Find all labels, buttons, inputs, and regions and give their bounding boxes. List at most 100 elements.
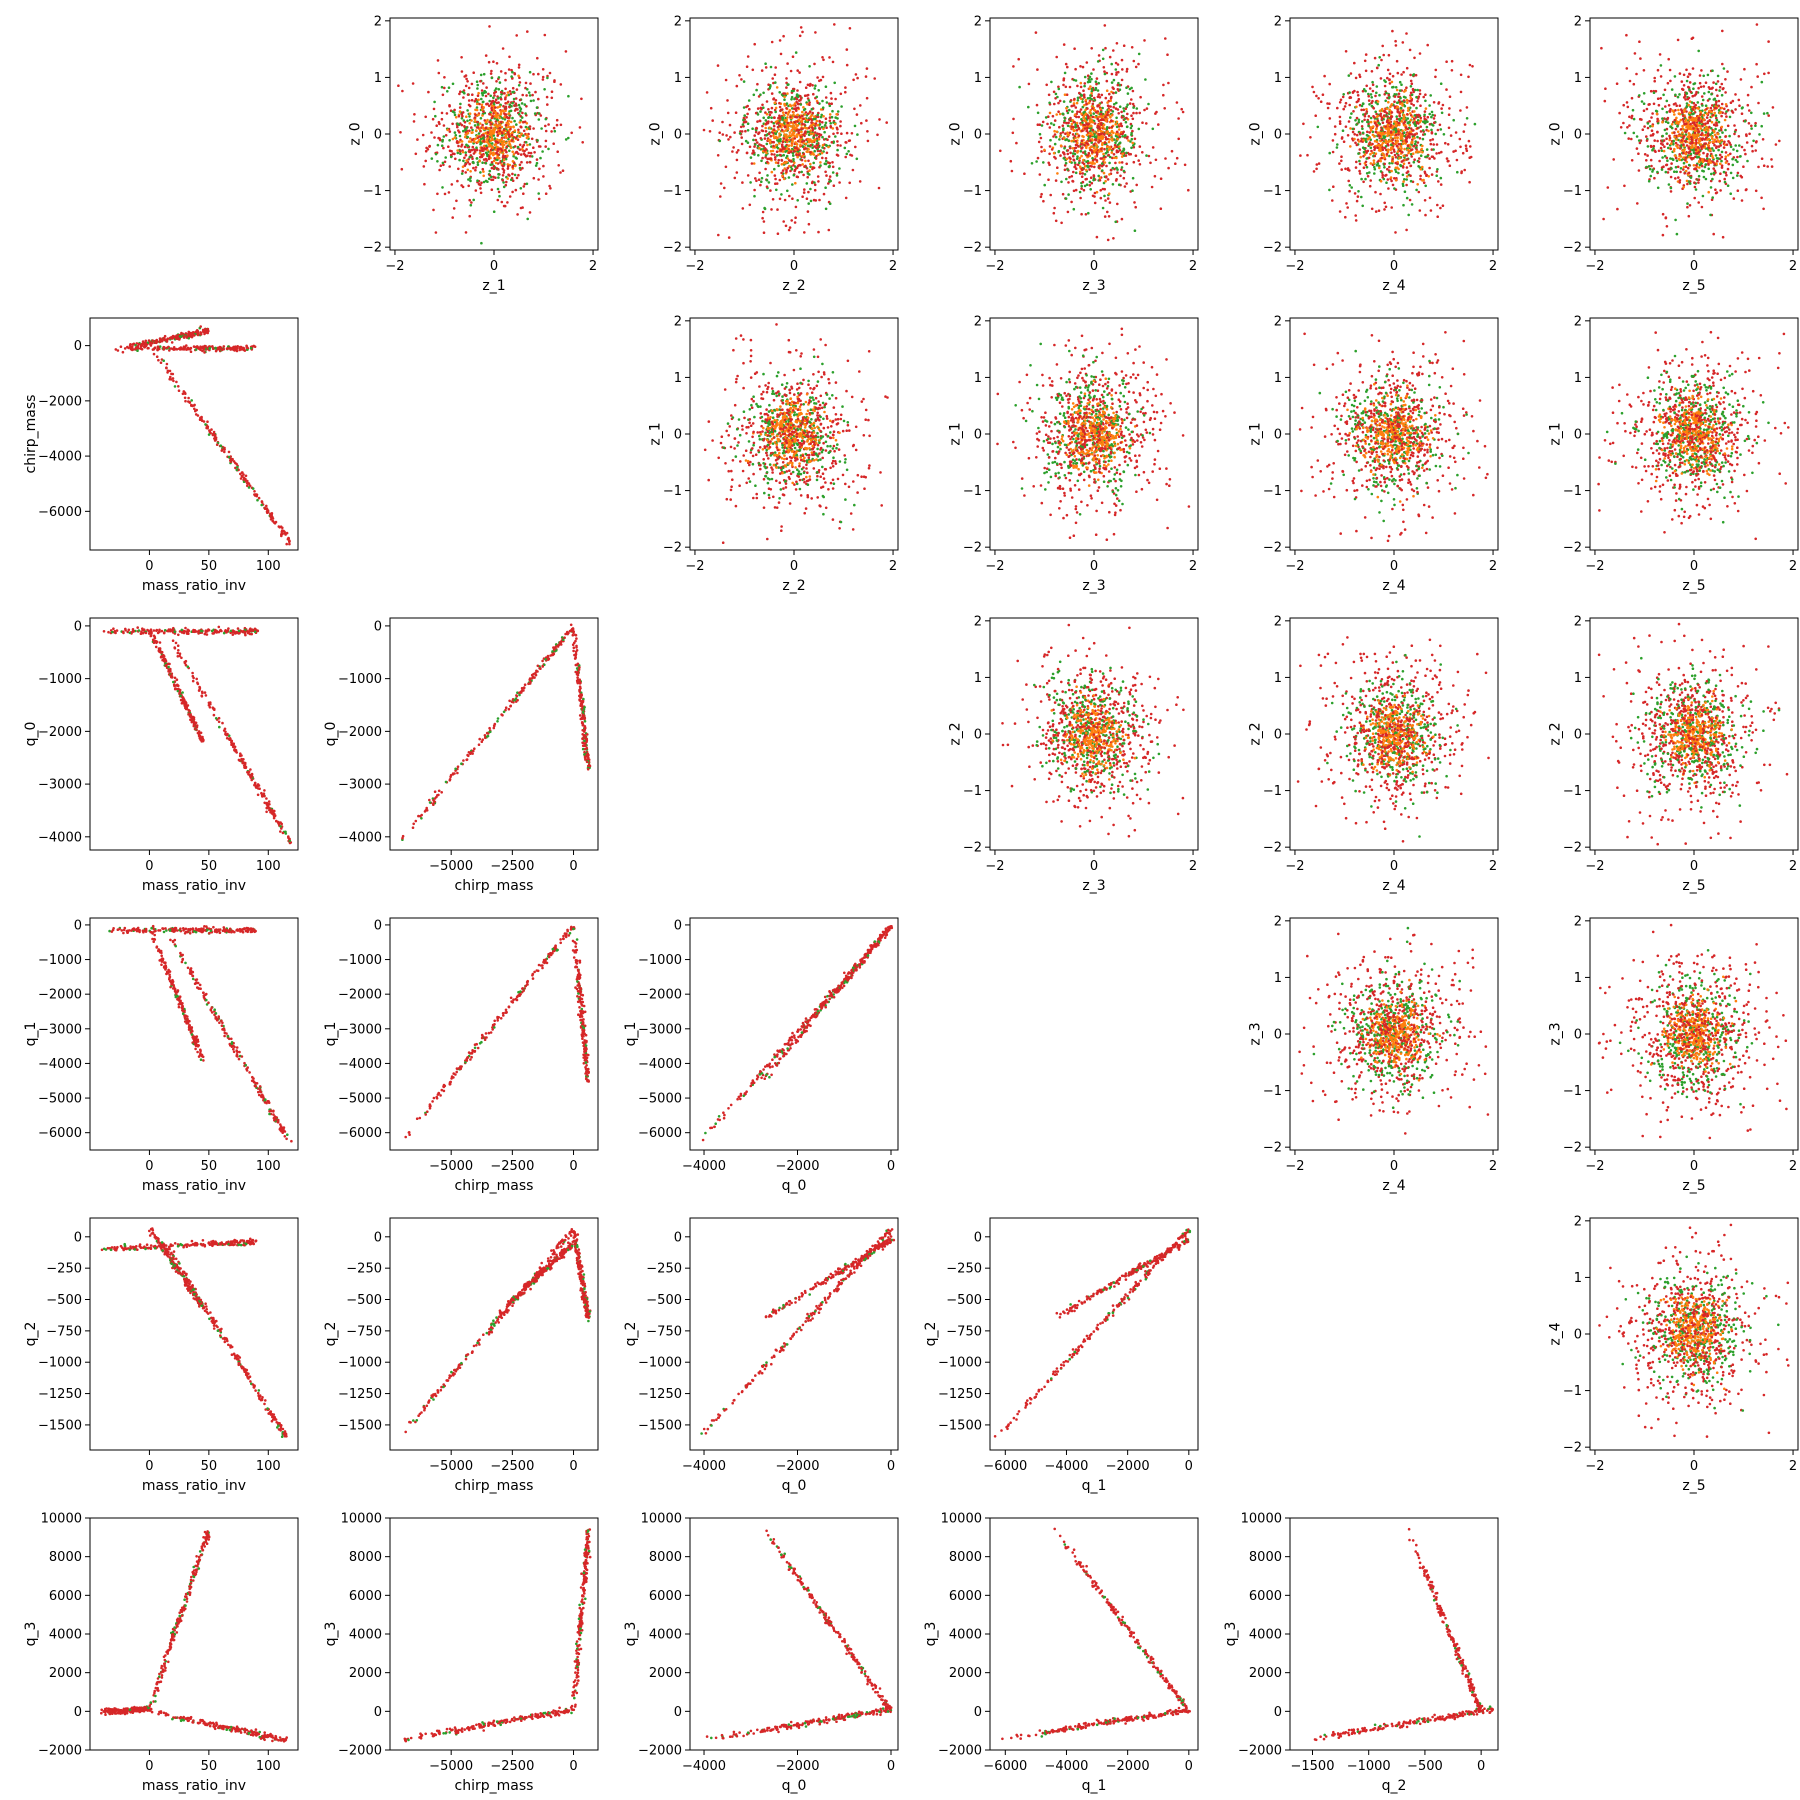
data-point — [1355, 105, 1358, 109]
data-point — [865, 119, 868, 122]
data-point — [1401, 165, 1405, 168]
data-point — [1419, 174, 1422, 178]
data-point — [1326, 106, 1330, 110]
data-point — [795, 97, 799, 101]
data-point — [1328, 117, 1332, 120]
data-point — [1418, 52, 1422, 55]
data-point — [1729, 143, 1732, 147]
data-point — [1416, 88, 1419, 92]
y-tick-label: 1 — [1274, 71, 1282, 86]
data-point — [1369, 128, 1373, 132]
data-point — [1411, 133, 1414, 136]
data-point — [482, 170, 485, 173]
data-point — [1358, 159, 1361, 163]
data-point — [793, 221, 797, 224]
data-point — [813, 145, 816, 148]
data-point — [494, 115, 498, 118]
data-point — [1083, 82, 1087, 85]
data-point — [1056, 172, 1059, 175]
data-point — [717, 233, 720, 237]
data-point — [460, 140, 464, 143]
data-point — [1469, 145, 1472, 148]
data-point — [1368, 87, 1372, 90]
data-point — [790, 144, 793, 147]
data-point — [466, 93, 470, 96]
data-point — [838, 181, 841, 184]
data-point — [528, 154, 532, 158]
data-point — [788, 131, 792, 134]
data-point — [999, 149, 1002, 153]
data-point — [746, 112, 749, 116]
data-point — [502, 181, 505, 184]
data-point — [1396, 108, 1399, 111]
data-point — [1130, 114, 1133, 117]
data-point — [461, 150, 465, 154]
data-point — [1635, 72, 1638, 76]
data-point — [801, 114, 804, 118]
x-tick-label: 2 — [1189, 259, 1197, 274]
data-point — [1093, 191, 1097, 195]
data-point — [1360, 108, 1363, 112]
data-point — [466, 131, 470, 135]
data-point — [520, 132, 523, 136]
data-point — [839, 92, 843, 96]
data-point — [401, 89, 404, 93]
data-point — [1112, 49, 1115, 52]
data-point — [1421, 150, 1424, 154]
data-point — [1326, 102, 1329, 105]
data-point — [489, 139, 493, 142]
data-point — [1382, 53, 1385, 57]
data-point — [1058, 125, 1061, 129]
data-point — [1101, 125, 1105, 128]
data-point — [782, 153, 785, 157]
data-point — [1370, 126, 1373, 129]
data-point — [1079, 65, 1082, 68]
data-point — [1367, 115, 1371, 118]
data-point — [490, 69, 493, 73]
x-tick-label: −2 — [985, 259, 1004, 274]
data-point — [1083, 84, 1086, 88]
data-point — [824, 157, 828, 160]
data-point — [567, 94, 570, 98]
data-point — [752, 138, 755, 142]
data-point — [1079, 81, 1083, 85]
data-point — [772, 140, 775, 144]
data-point — [1113, 146, 1117, 149]
data-point — [523, 153, 527, 157]
data-point — [1373, 154, 1377, 158]
data-point — [1638, 40, 1641, 43]
data-point — [1333, 132, 1337, 136]
data-point — [1073, 152, 1077, 156]
data-point — [468, 129, 471, 133]
data-point — [1374, 110, 1377, 114]
data-point — [511, 116, 514, 120]
data-point — [1347, 179, 1350, 183]
data-point — [1392, 130, 1396, 133]
data-point — [470, 98, 474, 102]
data-point — [813, 149, 816, 153]
data-point — [430, 157, 434, 160]
data-point — [1755, 62, 1758, 66]
data-point — [1077, 134, 1081, 137]
data-point — [804, 126, 808, 130]
data-point — [1436, 203, 1439, 207]
data-point — [1097, 135, 1101, 138]
data-point — [425, 146, 428, 150]
data-point — [464, 133, 467, 136]
data-point — [511, 172, 514, 176]
data-point — [1177, 117, 1180, 120]
data-point — [512, 90, 515, 94]
data-point — [1355, 143, 1359, 147]
data-point — [1048, 163, 1051, 167]
data-point — [497, 153, 500, 156]
data-point — [517, 130, 520, 134]
x-tick-label: 2 — [1489, 259, 1497, 274]
data-point — [1073, 97, 1076, 101]
data-point — [1091, 121, 1095, 124]
data-point — [1097, 104, 1100, 107]
data-point — [539, 156, 542, 160]
data-point — [774, 156, 777, 159]
data-point — [1175, 101, 1179, 104]
data-point — [822, 127, 825, 130]
data-point — [489, 72, 493, 75]
